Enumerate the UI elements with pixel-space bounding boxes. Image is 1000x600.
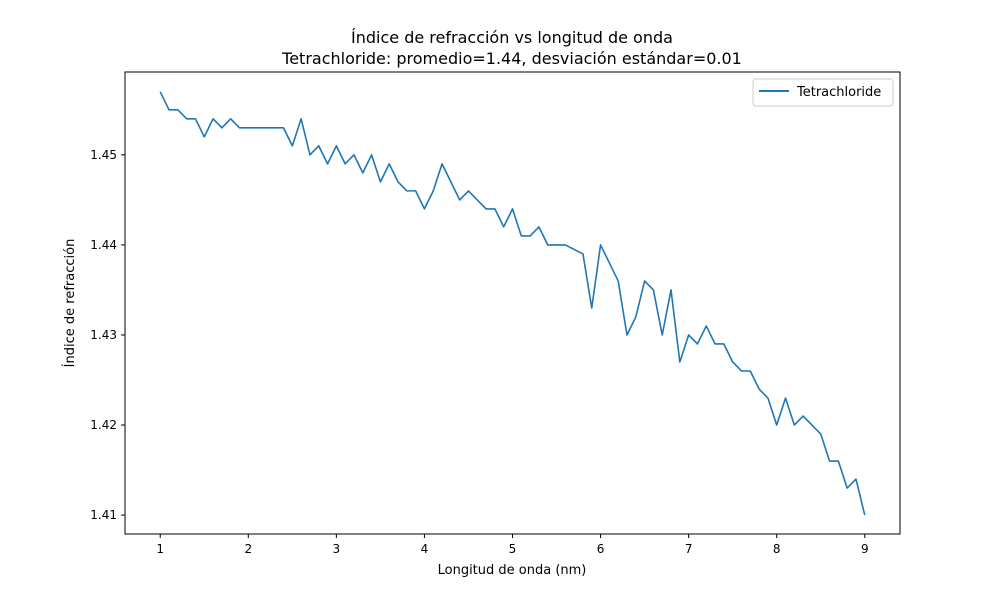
x-tick-label: 4 [421, 542, 429, 556]
legend: Tetrachloride [752, 78, 894, 107]
y-tick-label: 1.41 [90, 508, 117, 522]
legend-box [752, 78, 894, 107]
x-axis-ticks: 1 2 3 4 5 6 7 8 9 [156, 534, 869, 556]
y-axis-ticks: 1.41 1.42 1.43 1.44 1.45 [90, 148, 125, 522]
x-tick-label: 6 [597, 542, 605, 556]
legend-label-tetrachloride: Tetrachloride [796, 85, 881, 100]
x-tick-label: 7 [685, 542, 693, 556]
x-axis-label: Longitud de onda (nm) [438, 563, 587, 578]
y-tick-label: 1.43 [90, 328, 117, 342]
y-tick-label: 1.42 [90, 418, 117, 432]
y-tick-label: 1.45 [90, 148, 117, 162]
chart-title: Índice de refracción vs longitud de onda [351, 28, 673, 47]
x-tick-label: 9 [861, 542, 869, 556]
plot-area [124, 71, 901, 535]
x-tick-label: 5 [509, 542, 517, 556]
series-line-tetrachloride [159, 91, 866, 516]
x-tick-label: 3 [333, 542, 341, 556]
x-tick-label: 2 [244, 542, 252, 556]
chart-subtitle: Tetrachloride: promedio=1.44, desviación… [281, 49, 742, 68]
y-axis-label: Índice de refracción [62, 239, 78, 368]
x-tick-label: 1 [156, 542, 164, 556]
x-tick-label: 8 [773, 542, 781, 556]
y-tick-label: 1.44 [90, 238, 117, 252]
series-layer [159, 91, 866, 516]
